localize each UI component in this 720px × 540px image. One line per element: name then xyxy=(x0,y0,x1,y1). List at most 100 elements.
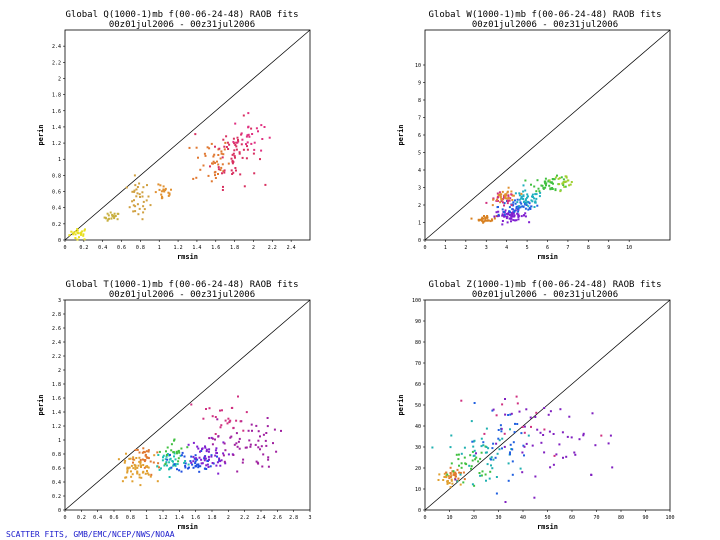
data-point xyxy=(130,470,132,473)
data-point xyxy=(121,480,124,483)
data-point xyxy=(530,183,532,186)
data-point xyxy=(280,429,282,432)
data-point xyxy=(561,431,564,434)
data-point xyxy=(113,217,116,220)
y-tick-label: 8 xyxy=(418,98,421,104)
data-point xyxy=(525,202,528,205)
data-point xyxy=(534,201,537,204)
data-point xyxy=(508,210,511,213)
data-point xyxy=(142,470,145,473)
y-tick-label: 1 xyxy=(418,221,421,227)
data-point xyxy=(568,184,571,187)
data-point xyxy=(462,481,465,484)
data-point xyxy=(513,431,516,434)
data-point xyxy=(520,215,523,218)
data-point xyxy=(210,142,213,145)
data-point xyxy=(246,134,249,137)
data-point xyxy=(136,472,139,475)
data-point xyxy=(500,197,503,200)
data-point xyxy=(475,456,478,459)
data-point xyxy=(207,466,210,468)
x-tick-label: 100 xyxy=(665,515,674,521)
y-tick-label: 5 xyxy=(418,151,421,157)
data-point xyxy=(480,445,483,448)
data-point xyxy=(234,156,236,159)
data-point xyxy=(528,202,531,205)
data-point xyxy=(438,473,441,476)
data-point xyxy=(210,436,213,439)
data-point xyxy=(147,195,150,198)
data-point xyxy=(543,407,546,409)
data-point xyxy=(124,459,127,462)
data-point xyxy=(459,483,462,486)
data-point xyxy=(255,127,258,130)
data-point xyxy=(449,472,452,475)
data-point xyxy=(267,465,270,468)
data-point xyxy=(482,441,485,444)
data-point xyxy=(224,419,227,422)
data-point xyxy=(512,219,515,222)
data-point xyxy=(485,451,488,454)
data-point xyxy=(447,475,450,477)
data-point xyxy=(483,220,486,223)
data-point xyxy=(504,197,507,200)
data-point xyxy=(219,157,222,160)
data-point xyxy=(504,193,507,196)
data-point xyxy=(111,213,114,216)
data-point xyxy=(523,454,525,457)
data-point xyxy=(473,484,476,487)
data-point xyxy=(508,199,511,202)
y-tick-label: 0 xyxy=(418,508,421,514)
data-point xyxy=(450,474,453,477)
data-point xyxy=(207,174,210,177)
data-point xyxy=(221,156,224,159)
data-point xyxy=(197,156,199,159)
data-point xyxy=(141,458,144,461)
data-point xyxy=(553,454,556,457)
data-point xyxy=(110,217,113,220)
data-point xyxy=(257,430,260,433)
data-point xyxy=(496,192,499,195)
data-point xyxy=(437,479,440,481)
data-point xyxy=(503,204,505,207)
data-point xyxy=(202,164,205,167)
data-point xyxy=(463,446,466,449)
data-point xyxy=(501,213,504,216)
data-point xyxy=(220,166,223,169)
data-point xyxy=(524,207,527,210)
data-point xyxy=(168,192,171,195)
data-point xyxy=(250,142,253,145)
diagonal-line xyxy=(64,299,311,511)
data-point xyxy=(486,219,489,222)
data-point xyxy=(469,454,472,457)
y-tick-label: 7 xyxy=(418,116,421,122)
data-point xyxy=(496,206,499,209)
data-point xyxy=(509,413,512,416)
data-point xyxy=(248,439,251,442)
data-point xyxy=(217,472,220,475)
data-point xyxy=(149,460,152,463)
data-point xyxy=(514,202,517,205)
data-point xyxy=(152,461,155,464)
data-point xyxy=(103,216,106,219)
data-point xyxy=(225,135,228,138)
data-point xyxy=(526,200,529,203)
data-point xyxy=(175,450,178,453)
data-point xyxy=(232,427,235,430)
chart-subtitle: 00z01jul2006 - 00z31jul2006 xyxy=(472,290,618,300)
data-point xyxy=(543,180,546,183)
data-point xyxy=(202,417,205,420)
data-point xyxy=(183,455,186,458)
data-point xyxy=(548,430,551,433)
data-point xyxy=(547,180,550,183)
data-point xyxy=(72,231,75,234)
data-point xyxy=(484,473,487,476)
data-point xyxy=(455,475,457,478)
data-point xyxy=(482,444,485,447)
data-point xyxy=(179,454,182,457)
data-point xyxy=(138,451,141,454)
data-point xyxy=(449,476,452,478)
data-point xyxy=(223,145,226,148)
y-tick-label: 2 xyxy=(418,203,421,209)
data-point xyxy=(169,453,171,456)
